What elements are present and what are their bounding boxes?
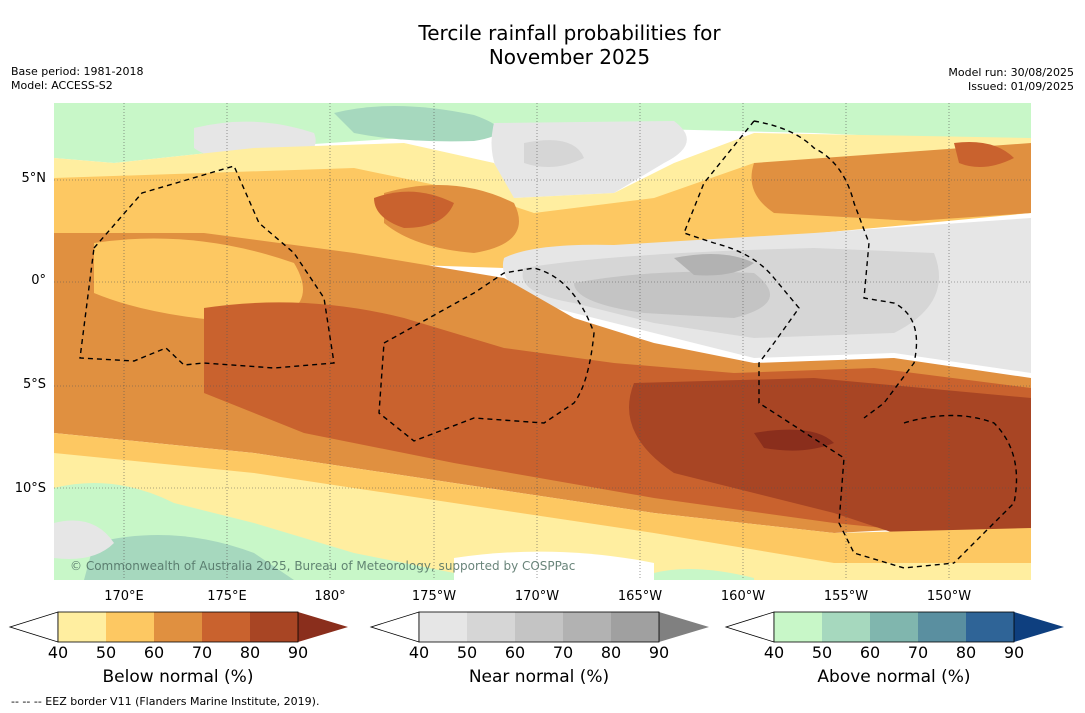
north-green-band [54,103,1031,163]
colorbar-below-swatch-4 [250,612,298,642]
above-tick-90: 90 [1003,643,1025,662]
south-white-gap [454,551,654,580]
model-run-date: Model run: 30/08/2025 [948,66,1074,79]
colorbar-near-swatches [369,611,709,643]
lat-label-5s: 5°S [22,377,46,392]
above-tick-60: 60 [859,643,881,662]
northeast-dark-orange [954,142,1014,167]
colorbar-near-swatch-1 [467,612,515,642]
below-normal-title: Below normal (%) [102,667,254,687]
north-central-grey-dark [524,140,584,167]
southwest-grey [54,520,114,559]
above-normal-title: Above normal (%) [817,667,971,687]
colorbar-above-swatch-5 [1014,612,1064,642]
near-tick-70: 70 [552,643,574,662]
model-info: Base period: 1981-2018 Model: ACCESS-S2 [11,65,143,93]
lat-label-5n: 5°N [21,171,47,186]
colorbar-near-swatch-3 [563,612,611,642]
near-tick-80: 80 [600,643,622,662]
above-tick-70: 70 [907,643,929,662]
colorbar-below-swatches [8,611,348,643]
map-title: Tercile rainfall probabilities for Novem… [0,21,1085,69]
lon-label-170w: 170°W [514,589,560,604]
lon-label-175e: 175°E [207,589,247,604]
colorbar-above-normal [724,611,1064,643]
equatorial-grey-dark [574,271,770,318]
above-tick-40: 40 [763,643,785,662]
below-tick-50: 50 [95,643,117,662]
eez-borders [79,120,1018,569]
base-period: Base period: 1981-2018 [11,65,144,78]
colorbar-below-swatch-3 [202,612,250,642]
near-tick-40: 40 [408,643,430,662]
eez-border-east-boundary [683,120,955,569]
colorbar-near-swatch-2 [515,612,563,642]
model-name: Model: ACCESS-S2 [11,79,113,92]
south-yellow-band [54,433,1031,573]
colorbar-below-swatch-2 [154,612,202,642]
colorbar-near-normal [369,611,709,643]
below-tick-40: 40 [47,643,69,662]
eez-border-southeast [903,414,1018,564]
southwest-teal [84,535,294,580]
near-tick-90: 90 [648,643,670,662]
eez-footnote: -- -- -- EEZ border V11 (Flanders Marine… [11,695,320,708]
lon-label-155w: 155°W [823,589,869,604]
lat-label-0: 0° [31,273,46,288]
colorbar-above-swatch-2 [870,612,918,642]
near-tick-50: 50 [456,643,478,662]
eez-border-west [79,165,335,369]
north-dark-orange [374,191,454,228]
run-info: Model run: 30/08/2025 Issued: 01/09/2025 [948,66,1074,94]
west-yellow-cell [94,238,303,323]
south-green-east [654,569,754,580]
colorbar-below-swatch-5 [298,612,348,642]
colorbar-below-swatch-0 [58,612,106,642]
eez-border-central [378,267,595,442]
colorbar-near-swatch-4 [611,612,659,642]
above-tick-80: 80 [955,643,977,662]
near-tick-60: 60 [504,643,526,662]
gridlines [54,103,1031,580]
south-darkest [754,429,834,451]
colorbar-above-swatch-0 [774,612,822,642]
colorbar-above-swatches [724,611,1064,643]
north-central-grey [491,121,687,198]
title-line-1: Tercile rainfall probabilities for [418,21,721,45]
issued-date: Issued: 01/09/2025 [967,80,1074,93]
colorbar-above-swatch-3 [918,612,966,642]
colorbar-near-swatch-5 [659,612,709,642]
above-tick-50: 50 [811,643,833,662]
colorbar-below-normal [8,611,348,643]
below-tick-70: 70 [191,643,213,662]
lon-label-165w: 165°W [617,589,663,604]
title-line-2: November 2025 [488,45,651,69]
near-normal-title: Near normal (%) [468,667,610,687]
map-field [54,103,1031,580]
lon-label-180: 180° [314,589,346,604]
lon-label-160w: 160°W [720,589,766,604]
colorbar-below-swatch-1 [106,612,154,642]
lon-label-170e: 170°E [104,589,144,604]
probability-map [54,103,1031,580]
south-brown [629,378,1031,563]
colorbar-above-swatch-4 [966,612,1014,642]
lat-label-10s: 10°S [14,481,46,496]
below-tick-80: 80 [239,643,261,662]
below-tick-90: 90 [287,643,309,662]
colorbar-near-swatch-0 [419,612,467,642]
colorbar-above-swatch-1 [822,612,870,642]
lon-label-150w: 150°W [926,589,972,604]
north-teal-patch [334,105,499,142]
equatorial-grey-darker [674,254,754,276]
copyright-credit: © Commonwealth of Australia 2025, Bureau… [70,559,576,573]
lon-label-175w: 175°W [411,589,457,604]
below-tick-60: 60 [143,643,165,662]
